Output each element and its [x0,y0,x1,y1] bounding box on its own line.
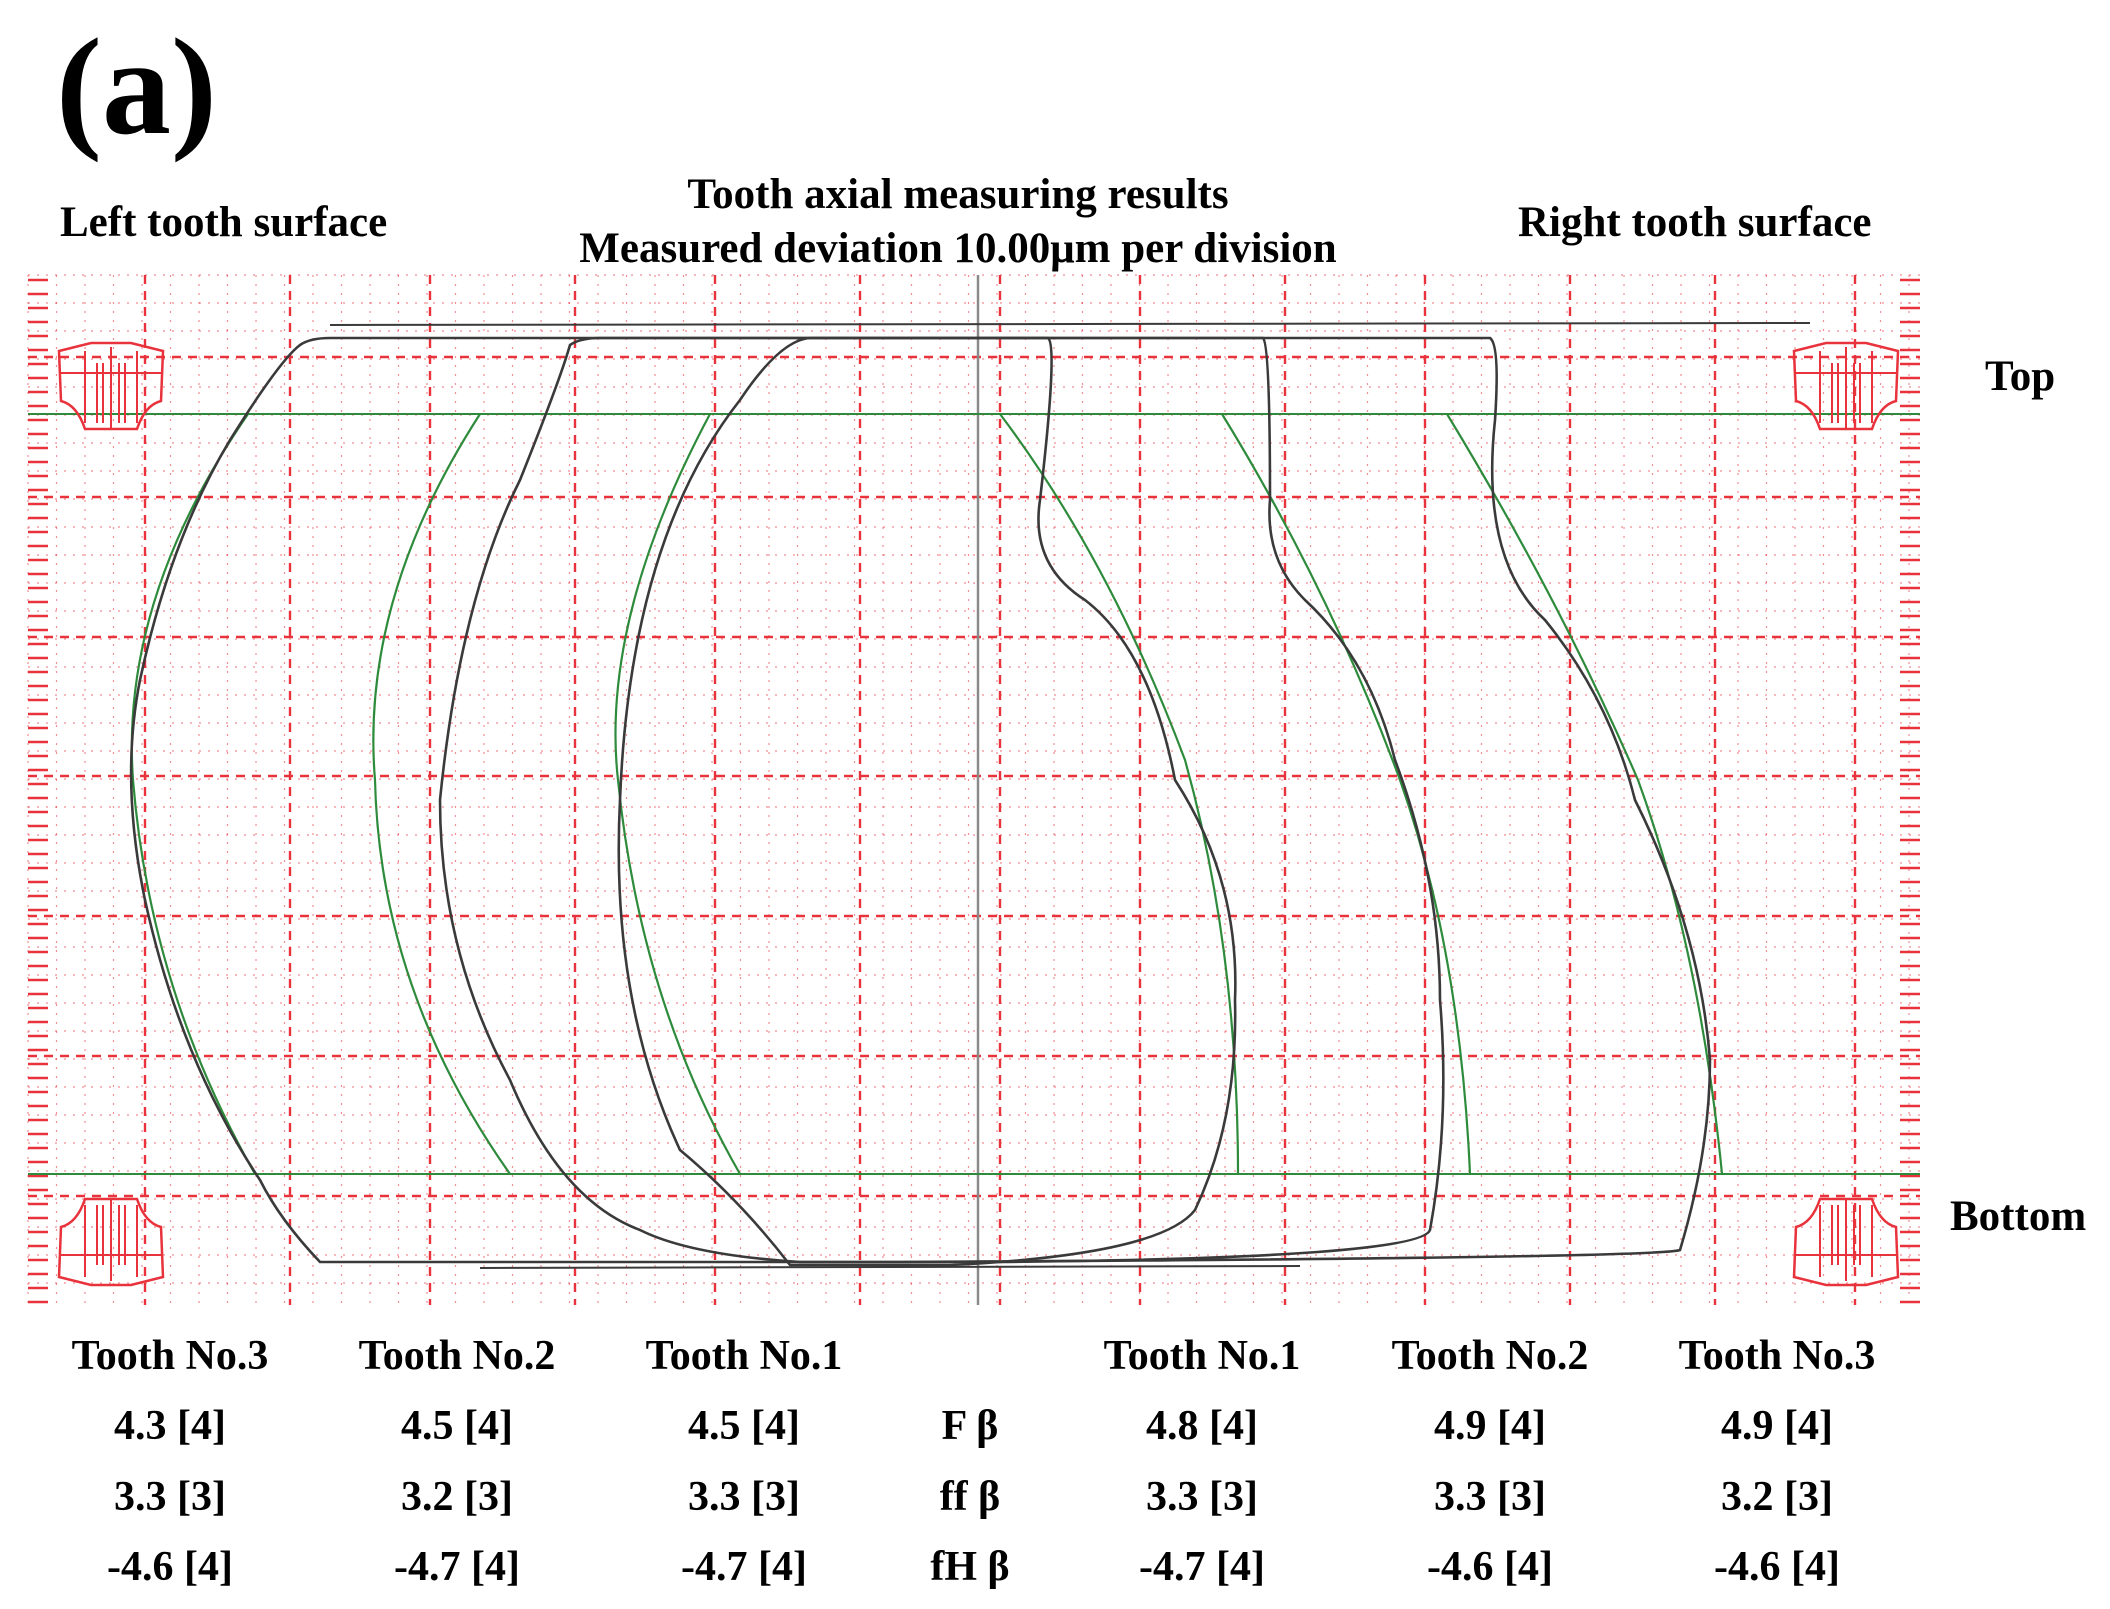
tooth-icon-top-right [1792,341,1900,431]
tooth-icons [57,341,1900,1287]
value-cell: 4.5 [4] [688,1403,800,1449]
trace-loop-2 [438,336,1445,1264]
trace-loop-1 [617,336,1237,1267]
value-cell: 3.3 [3] [114,1474,226,1520]
tooth-detail-icon [59,1199,163,1281]
fit-curve-2 [372,413,511,1175]
value-cell: -4.7 [4] [681,1544,807,1590]
col-title-left-3: Tooth No.3 [71,1333,269,1379]
value-cell: -4.6 [4] [1427,1544,1553,1590]
tooth-outline-icon [1792,1197,1900,1287]
tooth-detail-icon [1794,1199,1898,1281]
col-title-left-1: Tooth No.1 [645,1333,843,1379]
top-scan-line [329,322,1811,326]
fit-curve-3 [614,413,741,1175]
fit-curve-6 [1446,413,1724,1175]
tooth-detail-icon [1831,363,1861,423]
value-cell: 4.8 [4] [1146,1403,1258,1449]
metric-label-fh-beta: fH β [930,1544,1010,1590]
chart-subtitle: Measured deviation 10.00μm per division [579,225,1337,272]
col-title-left-2: Tooth No.2 [358,1333,556,1379]
bottom-scan-line [479,1265,1301,1269]
value-cell: 4.3 [4] [114,1403,226,1449]
value-cell: 3.2 [3] [401,1474,513,1520]
panel-label: (a) [56,10,217,163]
tooth-detail-icon [1831,1205,1861,1265]
value-cell: -4.6 [4] [107,1544,233,1590]
value-cell: -4.7 [4] [394,1544,520,1590]
col-title-right-3: Tooth No.3 [1678,1333,1876,1379]
chart-title: Tooth axial measuring results [687,171,1229,218]
metric-label-f-beta: F β [941,1403,999,1449]
value-cell: 3.2 [3] [1721,1474,1833,1520]
col-title-right-2: Tooth No.2 [1391,1333,1589,1379]
left-surface-label: Left tooth surface [60,199,388,246]
trace-loop-3 [129,336,1712,1264]
tooth-outline-icon [57,1197,165,1287]
value-cell: -4.6 [4] [1714,1544,1840,1590]
value-cell: 3.3 [3] [688,1474,800,1520]
value-cell: 4.9 [4] [1721,1403,1833,1449]
value-cell: 3.3 [3] [1434,1474,1546,1520]
tooth-outline-icon [1792,341,1900,431]
trace-lines [129,336,1712,1267]
tooth-outline-icon [57,341,165,431]
right-surface-label: Right tooth surface [1518,199,1872,246]
fit-curve-1 [130,413,256,1175]
tooth-detail-icon [96,1205,126,1265]
value-cell: 3.3 [3] [1146,1474,1258,1520]
grid [27,274,1920,1305]
fit-curve-4 [999,413,1240,1175]
fit-curve-5 [1221,413,1472,1175]
value-cell: 4.5 [4] [401,1403,513,1449]
value-cell: 4.9 [4] [1434,1403,1546,1449]
metric-label-ff-beta: ff β [939,1474,1001,1520]
value-cell: -4.7 [4] [1139,1544,1265,1590]
tooth-icon-top-left [57,341,165,431]
fit-lines [130,413,1724,1175]
bottom-label: Bottom [1950,1193,2087,1240]
tooth-detail-icon [59,347,163,429]
tooth-icon-bottom-right [1792,1197,1900,1287]
col-title-right-1: Tooth No.1 [1103,1333,1301,1379]
tooth-icon-bottom-left [57,1197,165,1287]
top-label: Top [1985,353,2056,400]
tooth-detail-icon [1794,347,1898,429]
tooth-detail-icon [96,363,126,423]
